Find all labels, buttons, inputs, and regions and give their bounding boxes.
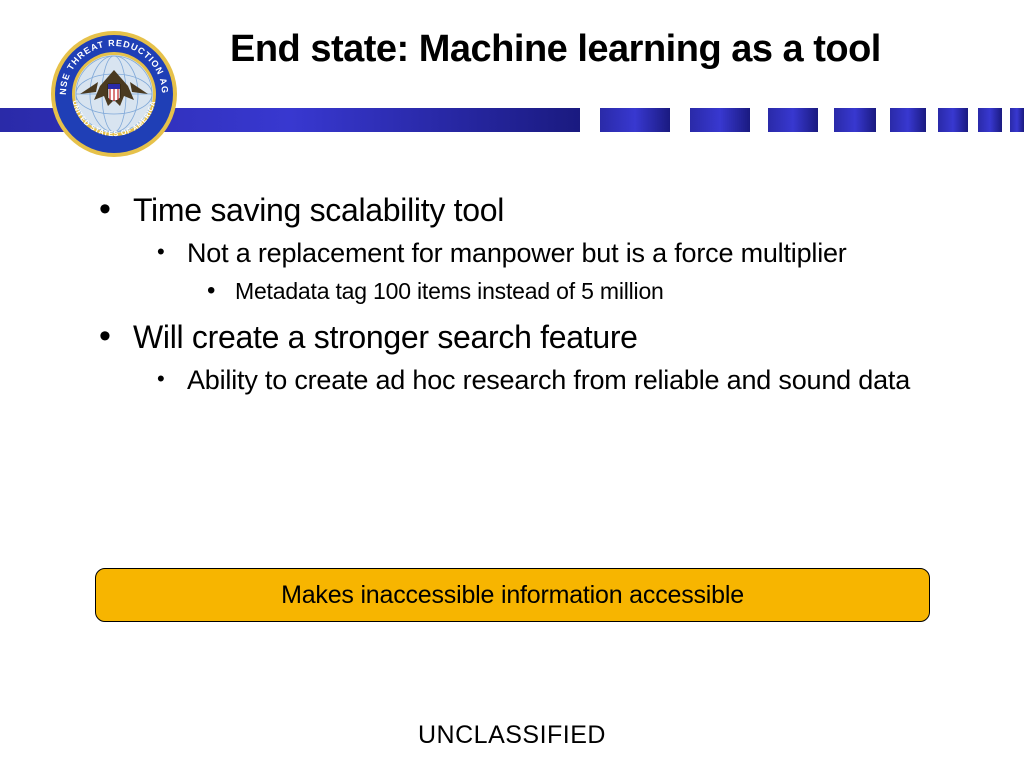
stripe-gap: [876, 108, 890, 132]
classification-footer: UNCLASSIFIED: [0, 721, 1024, 750]
stripe-gap: [750, 108, 768, 132]
bullet-level-1: Time saving scalability tool: [95, 190, 964, 230]
stripe-segment: [978, 108, 1002, 132]
stripe-gap: [968, 108, 978, 132]
bullet-level-2: Ability to create ad hoc research from r…: [95, 363, 964, 398]
stripe-gap: [818, 108, 834, 132]
callout-box: Makes inaccessible information accessibl…: [95, 568, 930, 622]
bullet-level-2: Not a replacement for manpower but is a …: [95, 236, 964, 271]
slide-body: Time saving scalability tool Not a replac…: [95, 190, 964, 404]
stripe-segment: [690, 108, 750, 132]
stripe-segment: [768, 108, 818, 132]
slide-title: End state: Machine learning as a tool: [230, 28, 881, 71]
stripe-gap: [670, 108, 690, 132]
stripe-gap: [926, 108, 938, 132]
callout-text: Makes inaccessible information accessibl…: [281, 581, 744, 610]
bullet-level-1: Will create a stronger search feature: [95, 317, 964, 357]
stripe-gap: [580, 108, 600, 132]
stripe-segment: [1010, 108, 1024, 132]
stripe-segment: [938, 108, 968, 132]
stripe-segment: [890, 108, 926, 132]
stripe-segment: [600, 108, 670, 132]
stripe-segment: [834, 108, 876, 132]
agency-seal: • DEFENSE THREAT REDUCTION AGENCY • UNIT…: [50, 30, 178, 158]
stripe-gap: [1002, 108, 1010, 132]
slide-header: End state: Machine learning as a tool: [0, 0, 1024, 160]
bullet-level-3: Metadata tag 100 items instead of 5 mill…: [95, 277, 964, 307]
